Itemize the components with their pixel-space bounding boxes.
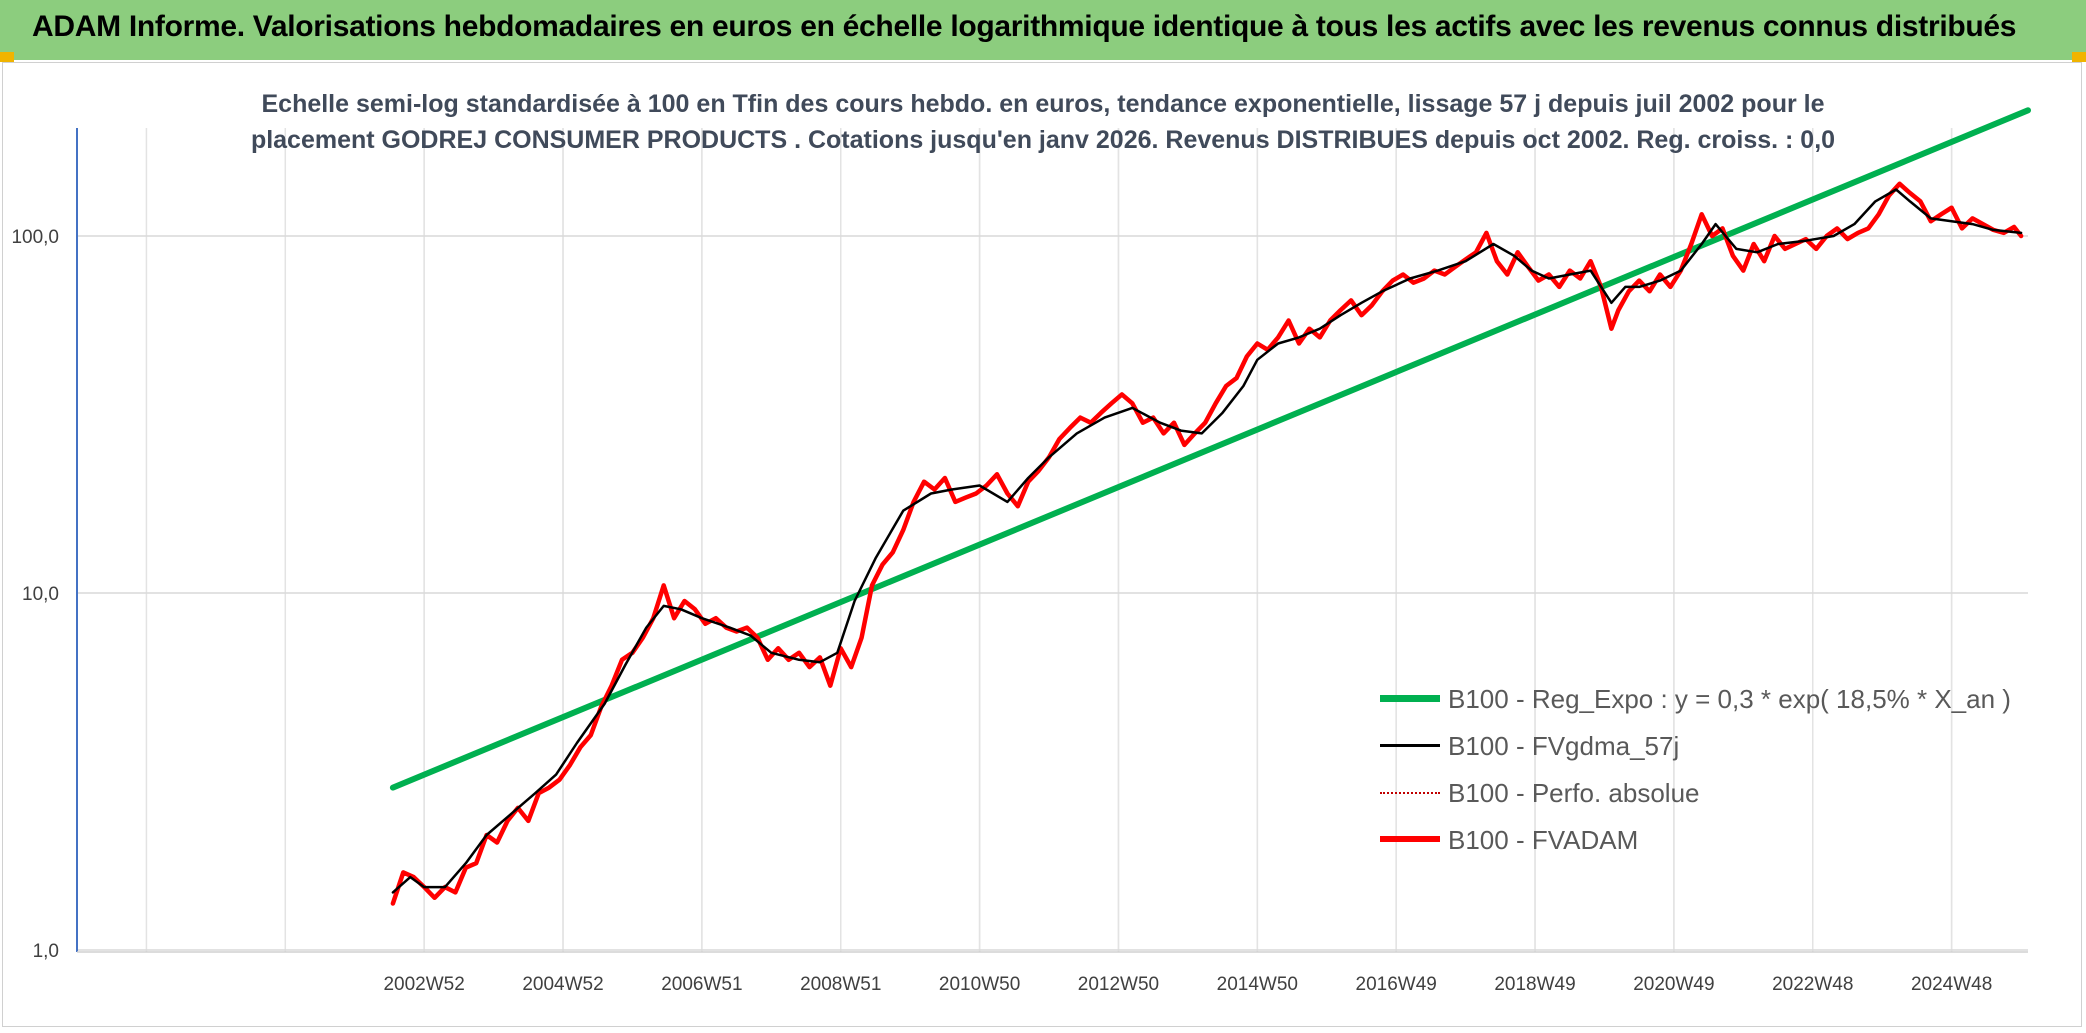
legend-swatch-reg-expo (1380, 695, 1440, 702)
x-tick-label: 2018W49 (1494, 974, 1575, 995)
corner-marker-top-right (2072, 52, 2086, 62)
x-tick-label: 2006W51 (661, 974, 742, 995)
x-tick-label: 2002W52 (383, 974, 464, 995)
legend-label-reg-expo: B100 - Reg_Expo : y = 0,3 * exp( 18,5% *… (1448, 684, 2011, 714)
x-tick-label: 2020W49 (1633, 974, 1714, 995)
corner-marker-top-left (0, 52, 14, 62)
banner-title: ADAM Informe. Valorisations hebdomadaire… (32, 10, 2017, 43)
series-reg-expo (389, 107, 2031, 791)
series-layer (389, 107, 2031, 906)
x-tick-label: 2004W52 (522, 974, 603, 995)
legend-swatch-fvadam (1380, 836, 1440, 842)
x-tick-label: 2016W49 (1356, 974, 1437, 995)
legend-swatch-perfo-absolue (1380, 792, 1440, 794)
series-fvadam (390, 181, 2024, 906)
x-tick-label: 2022W48 (1772, 974, 1853, 995)
y-tick-label: 100,0 (11, 227, 59, 248)
y-tick-label: 10,0 (22, 584, 59, 605)
series-fvgdma (391, 188, 2023, 894)
x-tick-label: 2014W50 (1217, 974, 1298, 995)
legend-label-perfo-absolue: B100 - Perfo. absolue (1448, 778, 1700, 808)
chart-subtitle-line2: placement GODREJ CONSUMER PRODUCTS . Cot… (250, 126, 1836, 154)
y-tick-label: 1,0 (33, 941, 59, 962)
legend-label-fvgdma: B100 - FVgdma_57j (1448, 731, 1680, 761)
legend-label-fvadam: B100 - FVADAM (1448, 825, 1639, 855)
legend-swatch-fvgdma (1380, 744, 1440, 747)
chart-subtitle: Echelle semi-log standardisée à 100 en T… (0, 86, 2086, 158)
x-tick-label: 2012W50 (1078, 974, 1159, 995)
x-tick-label: 2010W50 (939, 974, 1020, 995)
banner: ADAM Informe. Valorisations hebdomadaire… (0, 0, 2086, 60)
x-tick-label: 2024W48 (1911, 974, 1992, 995)
chart-subtitle-line1: Echelle semi-log standardisée à 100 en T… (261, 90, 1825, 118)
chart-frame (2, 62, 2082, 1027)
x-tick-label: 2008W51 (800, 974, 881, 995)
grid-layer (77, 128, 2028, 952)
axis-layer: 1,0 10,0 100,0 2002W52 2004W52 2006W51 2008W51… (11, 128, 2028, 995)
